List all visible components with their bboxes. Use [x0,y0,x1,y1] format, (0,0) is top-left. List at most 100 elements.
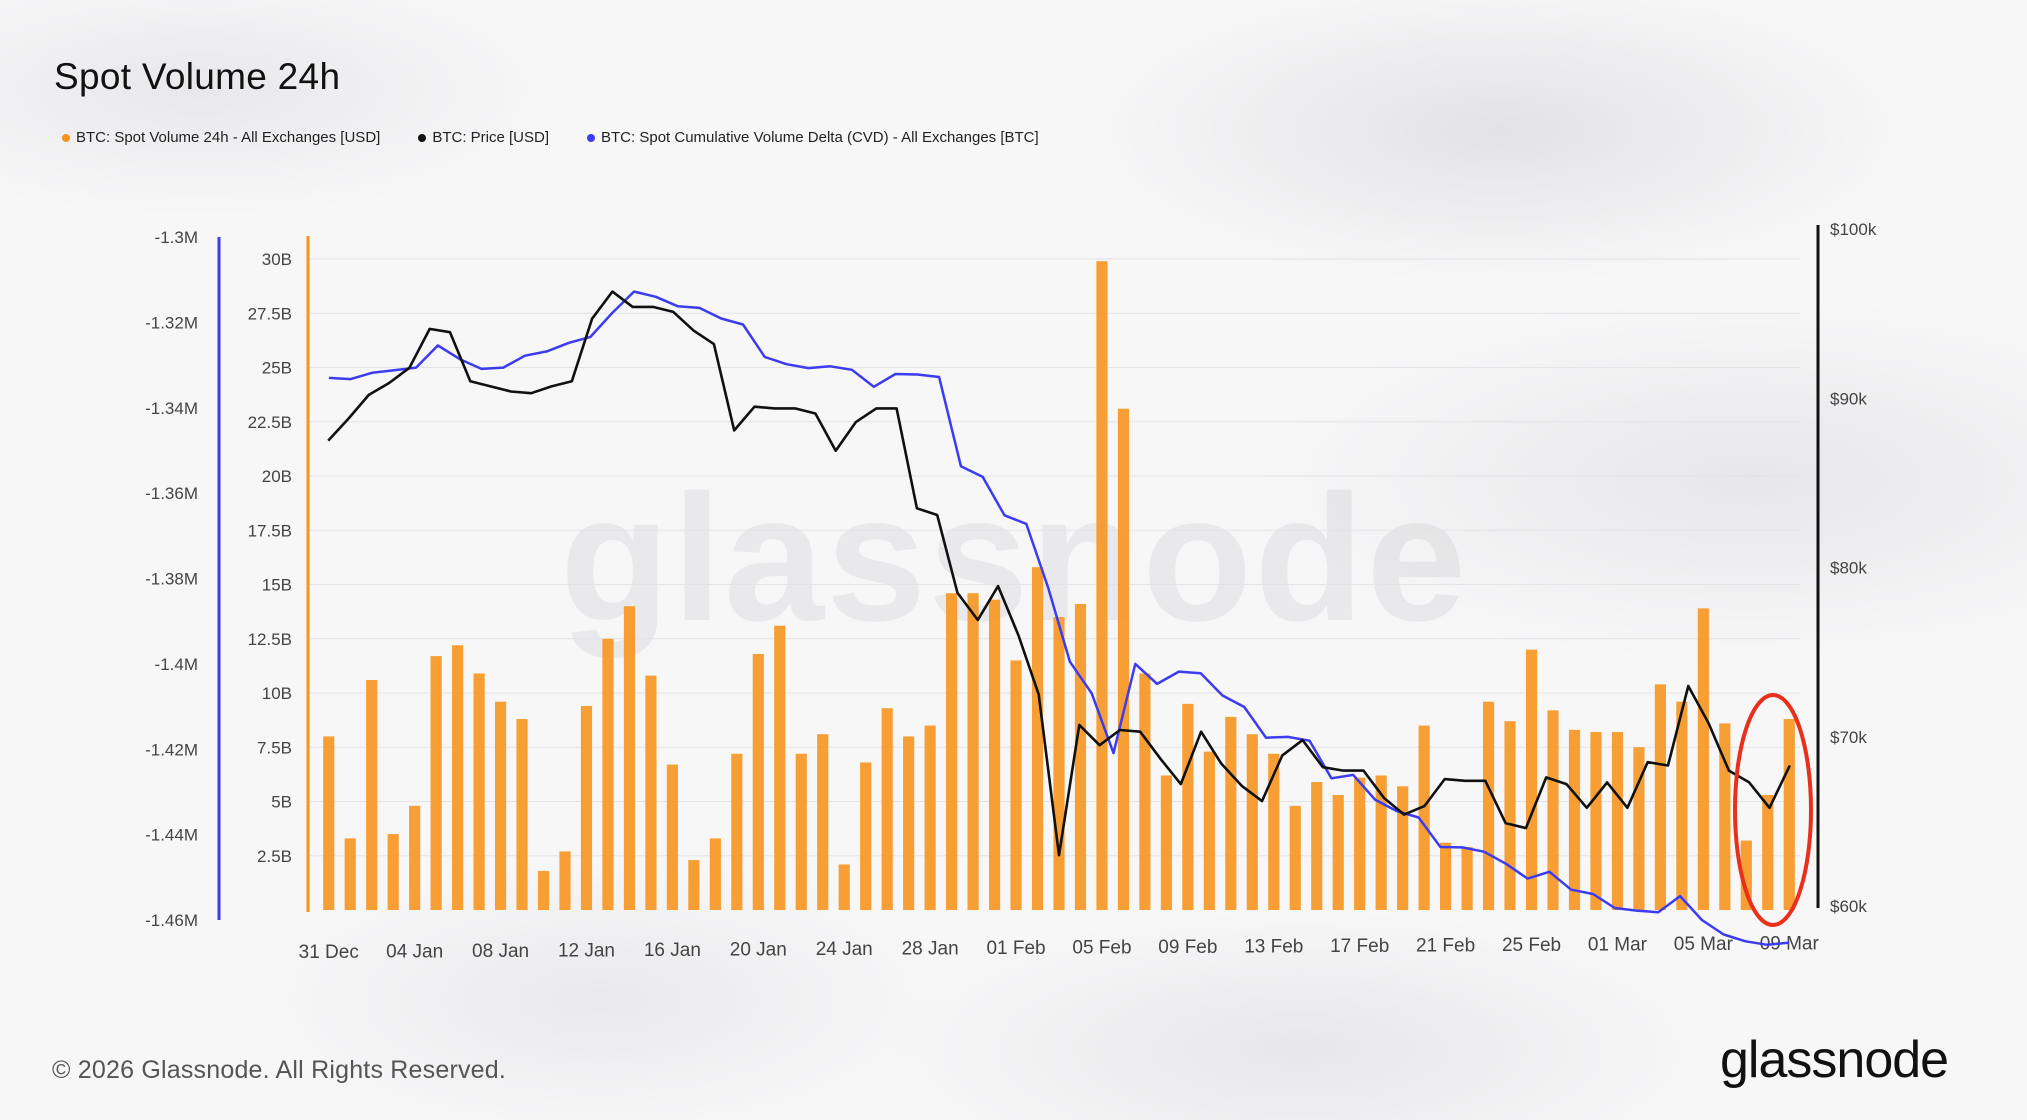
volume-bar [623,606,636,910]
volume-bar [366,679,378,910]
volume-bar [881,708,893,910]
x-tick-label: 05 Mar [1674,934,1734,955]
volume-tick-label: 17.5B [248,521,292,540]
volume-bar [1268,753,1280,910]
volume-bar [1762,794,1774,910]
cvd-tick-label: -1.3M [155,228,198,247]
volume-bar [688,860,700,910]
volume-bar [344,838,356,910]
price-tick-label: $80k [1830,559,1867,578]
volume-bar [1117,408,1130,910]
volume-bar [1719,723,1731,910]
volume-bar [1547,710,1559,910]
legend-label-price: BTC: Price [USD] [432,129,550,146]
volume-bar [1074,604,1087,910]
price-tick-label: $60k [1830,897,1867,916]
volume-bar [409,805,421,910]
volume-bar [1203,751,1215,910]
x-tick-label: 20 Jan [730,940,787,961]
x-tick-label: 13 Feb [1244,937,1303,958]
volume-bar [1096,261,1108,910]
volume-bar [537,870,550,910]
x-tick-label: 28 Jan [902,939,959,960]
x-tick-label: 24 Jan [816,939,873,960]
volume-bar [1332,794,1344,910]
volume-tick-label: 2.5B [257,847,292,866]
volume-bar [1611,732,1624,910]
x-tick-label: 16 Jan [644,940,701,961]
volume-bar [1246,734,1258,910]
volume-bar [473,673,485,910]
legend-item-price[interactable]: BTC: Price [USD] [418,129,549,146]
x-tick-label: 12 Jan [558,941,615,962]
volume-bar [1397,786,1409,910]
volume-tick-label: 5B [271,793,292,812]
volume-tick-label: 12.5B [248,630,292,649]
volume-bar [817,734,829,910]
volume-bar [1182,703,1194,910]
volume-bar [559,851,571,910]
x-tick-label: 25 Feb [1502,935,1561,956]
volume-bar [860,762,872,910]
volume-bar [967,593,979,910]
price-tick-label: $70k [1830,728,1867,747]
volume-tick-label: 30B [262,250,292,269]
volume-bar [580,706,593,910]
volume-bar [516,719,528,910]
volume-bar [1139,673,1151,910]
cvd-line [328,290,1790,947]
brand-logo: glassnode [1720,1031,1949,1089]
chart-title: Spot Volume 24h [54,56,341,97]
volume-bar [1289,805,1301,910]
cvd-tick-label: -1.38M [145,570,198,589]
price-line [327,290,1791,857]
volume-bar [494,701,507,910]
volume-bar [1354,777,1366,910]
volume-bar [452,645,464,910]
volume-bar [774,625,786,910]
volume-bar [752,653,764,910]
legend-dot-cvd [587,133,596,142]
x-tick-label: 09 Feb [1158,937,1217,958]
volume-bar [323,736,335,910]
cvd-tick-label: -1.44M [145,826,198,845]
legend-item-volume[interactable]: BTC: Spot Volume 24h - All Exchanges [US… [62,129,380,146]
legend-item-cvd[interactable]: BTC: Spot Cumulative Volume Delta (CVD) … [587,129,1039,146]
volume-bar [1010,660,1022,910]
volume-bar [946,593,958,910]
volume-tick-label: 7.5B [257,738,292,757]
volume-bar [387,834,399,910]
volume-bar [838,864,850,910]
volume-bar [645,675,657,910]
cvd-tick-label: -1.36M [145,484,198,503]
cvd-tick-label: -1.32M [145,313,198,332]
x-tick-label: 04 Jan [386,942,443,963]
legend-label-volume: BTC: Spot Volume 24h - All Exchanges [US… [76,129,381,146]
volume-bar [795,753,807,910]
volume-bar [1590,732,1602,910]
price-tick-label: $100k [1830,220,1877,239]
volume-bar [666,764,678,910]
volume-tick-label: 25B [262,359,292,378]
copyright-text: © 2026 Glassnode. All Rights Reserved. [52,1056,507,1084]
legend-label-cvd: BTC: Spot Cumulative Volume Delta (CVD) … [601,129,1039,146]
legend-dot-price [418,133,427,142]
volume-bar [988,599,1001,910]
cvd-tick-label: -1.4M [155,655,198,674]
x-tick-label: 17 Feb [1330,936,1389,957]
cvd-tick-label: -1.46M [145,911,198,930]
volume-bar [1160,775,1172,910]
volume-bar [1375,775,1387,910]
legend-dot-volume [62,133,70,142]
cvd-tick-label: -1.42M [145,740,198,759]
volume-bar [1525,649,1538,910]
volume-tick-label: 27.5B [248,304,292,323]
volume-bar [731,753,743,910]
volume-bar [602,638,614,910]
x-tick-label: 05 Feb [1072,938,1131,959]
volume-bar [1225,716,1237,910]
x-tick-label: 08 Jan [472,941,529,962]
volume-bar [430,656,442,910]
volume-bar [1461,847,1473,910]
